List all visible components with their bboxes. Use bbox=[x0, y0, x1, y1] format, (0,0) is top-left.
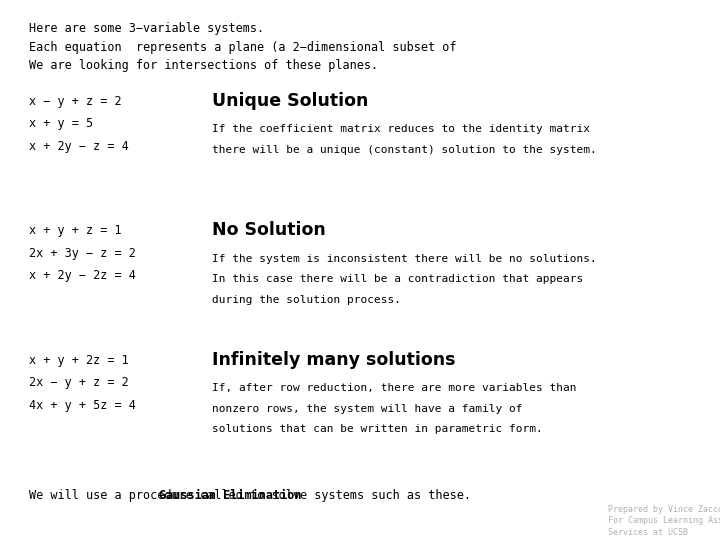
Text: We are looking for intersections of these planes.: We are looking for intersections of thes… bbox=[29, 59, 378, 72]
Text: x + y + z = 1: x + y + z = 1 bbox=[29, 224, 122, 237]
Text: there will be a unique (constant) solution to the system.: there will be a unique (constant) soluti… bbox=[212, 145, 597, 155]
Text: x + y = 5: x + y = 5 bbox=[29, 117, 93, 130]
Text: x + y + 2z = 1: x + y + 2z = 1 bbox=[29, 354, 129, 367]
Text: If the system is inconsistent there will be no solutions.: If the system is inconsistent there will… bbox=[212, 254, 597, 264]
Text: during the solution process.: during the solution process. bbox=[212, 295, 402, 305]
Text: Here are some 3−variable systems.: Here are some 3−variable systems. bbox=[29, 22, 264, 35]
Text: We will use a procedure called: We will use a procedure called bbox=[29, 489, 250, 502]
Text: Infinitely many solutions: Infinitely many solutions bbox=[212, 351, 456, 369]
Text: x + 2y − 2z = 4: x + 2y − 2z = 4 bbox=[29, 269, 135, 282]
Text: In this case there will be a contradiction that appears: In this case there will be a contradicti… bbox=[212, 274, 584, 285]
Text: Gaussian Elimination: Gaussian Elimination bbox=[159, 489, 302, 502]
Text: If the coefficient matrix reduces to the identity matrix: If the coefficient matrix reduces to the… bbox=[212, 124, 590, 134]
Text: 2x + 3y − z = 2: 2x + 3y − z = 2 bbox=[29, 247, 135, 260]
Text: 4x + y + 5z = 4: 4x + y + 5z = 4 bbox=[29, 399, 135, 412]
Text: x + 2y − z = 4: x + 2y − z = 4 bbox=[29, 140, 129, 153]
Text: 2x − y + z = 2: 2x − y + z = 2 bbox=[29, 376, 129, 389]
Text: solutions that can be written in parametric form.: solutions that can be written in paramet… bbox=[212, 424, 543, 435]
Text: If, after row reduction, there are more variables than: If, after row reduction, there are more … bbox=[212, 383, 577, 394]
Text: to solve systems such as these.: to solve systems such as these. bbox=[243, 489, 472, 502]
Text: nonzero rows, the system will have a family of: nonzero rows, the system will have a fam… bbox=[212, 404, 523, 414]
Text: For Campus Learning Assistance: For Campus Learning Assistance bbox=[608, 516, 720, 525]
Text: Each equation  represents a plane (a 2−dimensional subset of: Each equation represents a plane (a 2−di… bbox=[29, 40, 464, 53]
Text: Prepared by Vince Zaccone: Prepared by Vince Zaccone bbox=[608, 505, 720, 514]
Text: Services at UCSB: Services at UCSB bbox=[608, 528, 688, 537]
Text: x − y + z = 2: x − y + z = 2 bbox=[29, 94, 122, 107]
Text: Unique Solution: Unique Solution bbox=[212, 92, 369, 110]
Text: No Solution: No Solution bbox=[212, 221, 326, 239]
